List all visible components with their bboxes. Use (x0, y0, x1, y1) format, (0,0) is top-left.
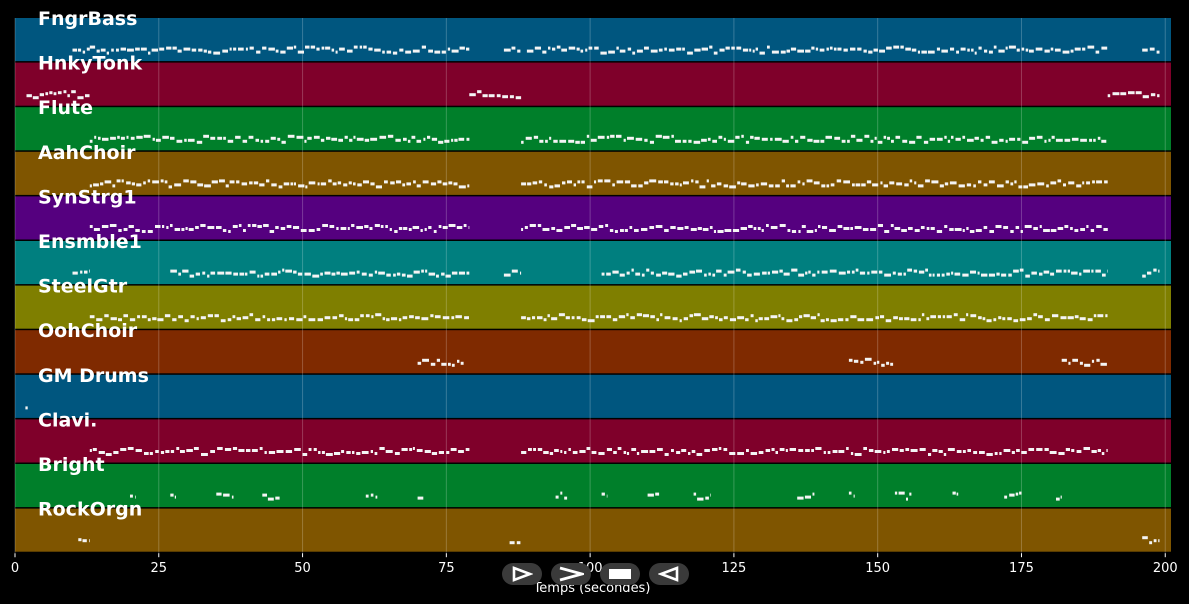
note-segment (216, 492, 234, 499)
track-labels: FngrBass HnkyTonk Flute AahChoir SynStrg1 Ens… (38, 8, 149, 521)
stop-square-icon (609, 569, 631, 579)
note-segment (72, 47, 90, 54)
note-segment (521, 313, 1108, 323)
x-tick-label: 75 (438, 561, 455, 576)
note-marks (25, 45, 1160, 545)
note-segment (1142, 47, 1160, 54)
note-segment (797, 492, 815, 500)
note-segment (78, 538, 90, 543)
track-lane-synstrg1 (15, 196, 1171, 240)
track-lane-aahchoir (15, 151, 1171, 195)
track-label: GM Drums (38, 365, 149, 387)
note-segment (503, 269, 522, 277)
track-label: SteelGtr (38, 276, 128, 298)
note-segment (509, 541, 521, 545)
note-segment (170, 493, 176, 499)
note-segment (72, 269, 90, 275)
note-segment (1056, 495, 1062, 501)
note-segment (521, 447, 1108, 456)
x-tick-label: 125 (721, 561, 746, 576)
x-tick-label: 25 (151, 561, 168, 576)
x-tick-label: 200 (1153, 561, 1178, 576)
gridlines (14, 18, 1166, 554)
note-segment (601, 268, 1108, 278)
note-segment (894, 491, 912, 501)
note-segment (89, 179, 470, 189)
note-segment (25, 406, 28, 410)
x-tick-label: 0 (11, 561, 19, 576)
note-segment (170, 268, 470, 278)
note-segment (262, 493, 280, 501)
track-label: OohChoir (38, 320, 138, 342)
note-segment (647, 492, 660, 497)
track-label: Ensmble1 (38, 231, 142, 253)
note-segment (848, 491, 855, 498)
note-segment (601, 492, 608, 498)
rewind-outline-icon (658, 566, 679, 582)
note-segment (417, 358, 464, 367)
track-lane-rockorgn (15, 508, 1171, 552)
x-tick-label: 150 (865, 561, 890, 576)
x-tick-label: 175 (1009, 561, 1034, 576)
note-segment (521, 224, 1108, 233)
track-lane-clavi- (15, 419, 1171, 463)
note-segment (365, 493, 378, 499)
track-lane-bright (15, 464, 1171, 508)
track-lane-fngrbass (15, 18, 1171, 62)
track-lane-gm-drums (15, 374, 1171, 418)
track-label: SynStrg1 (38, 186, 137, 208)
fast-forward-button[interactable] (551, 563, 591, 585)
track-lanes (15, 18, 1171, 552)
playback-controls (502, 563, 689, 587)
track-lane-hnkytonk (15, 62, 1171, 106)
note-segment (89, 134, 470, 144)
track-label: Bright (38, 454, 105, 476)
note-segment (89, 313, 469, 323)
note-segment (848, 357, 894, 367)
track-lane-oohchoir (15, 330, 1171, 374)
track-label: HnkyTonk (38, 53, 142, 75)
track-lane-steelgtr (15, 285, 1171, 329)
track-label: RockOrgn (38, 499, 142, 521)
note-segment (521, 179, 1108, 189)
note-segment (89, 45, 470, 55)
play-outline-icon (512, 566, 533, 582)
note-segment (26, 90, 90, 100)
track-lane-ensmble1 (15, 241, 1171, 285)
note-segment (1004, 491, 1022, 499)
stop-button[interactable] (600, 563, 640, 585)
note-segment (693, 492, 711, 501)
note-segment (503, 46, 521, 53)
track-label: Flute (38, 97, 93, 119)
track-label: FngrBass (38, 8, 137, 30)
note-segment (469, 90, 522, 100)
note-segment (1142, 268, 1160, 278)
rewind-button[interactable] (649, 563, 689, 585)
note-segment (526, 45, 1108, 55)
x-axis: 0 25 50 75 100 125 150 175 200 (11, 553, 1178, 576)
note-segment (417, 496, 424, 500)
note-segment (521, 134, 1107, 144)
note-segment (130, 494, 136, 499)
x-tick-label: 50 (294, 561, 311, 576)
forward-chevron-icon (559, 566, 584, 582)
track-label: AahChoir (38, 142, 136, 164)
track-lane-flute (15, 107, 1171, 151)
note-segment (952, 491, 959, 496)
note-segment (1061, 358, 1107, 367)
note-segment (555, 491, 568, 500)
note-segment (89, 447, 470, 456)
track-label: Clavi. (38, 409, 97, 431)
note-segment (1142, 536, 1160, 545)
note-segment (89, 224, 470, 233)
play-button[interactable] (502, 563, 542, 585)
note-segment (1107, 91, 1160, 99)
